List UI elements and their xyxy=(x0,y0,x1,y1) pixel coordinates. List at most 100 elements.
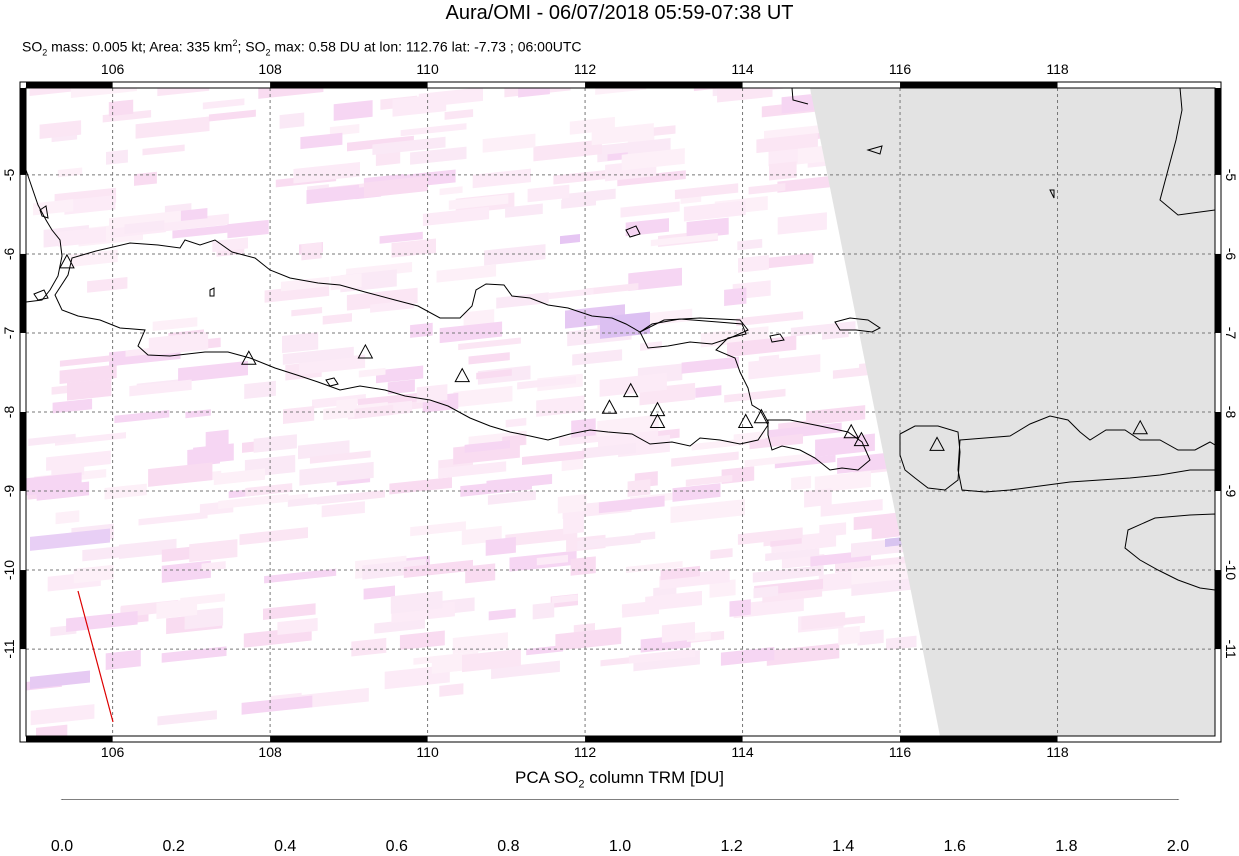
so2-pixel xyxy=(841,615,865,626)
so2-pixel xyxy=(818,0,845,14)
so2-pixel xyxy=(518,88,550,98)
so2-pixel xyxy=(399,630,445,650)
so2-pixel xyxy=(322,313,353,325)
so2-pixel xyxy=(439,186,463,196)
so2-pixel xyxy=(568,46,611,59)
colorbar-tick-label: 0.2 xyxy=(162,838,185,855)
so2-pixel xyxy=(263,603,316,621)
so2-pixel-high xyxy=(30,670,90,689)
map-border-bars xyxy=(19,81,1222,743)
lon-label-bottom: 108 xyxy=(258,744,282,760)
border-bar xyxy=(1215,253,1221,333)
so2-pixel xyxy=(30,704,95,726)
so2-pixel xyxy=(39,120,82,139)
so2-pixel xyxy=(766,643,840,666)
border-bar xyxy=(20,253,26,333)
sumba-coastline xyxy=(1124,513,1215,591)
border-bar xyxy=(1215,570,1221,650)
so2-pixel xyxy=(105,649,141,670)
so2-pixel xyxy=(73,564,114,584)
so2-pixel xyxy=(282,346,354,365)
so2-pixel xyxy=(106,149,128,165)
so2-pixel xyxy=(820,499,883,517)
border-bar xyxy=(1215,412,1221,492)
so2-pixel xyxy=(114,410,170,424)
so2-pixel xyxy=(280,276,330,292)
so2-pixel xyxy=(458,337,521,351)
lon-label-top: 116 xyxy=(889,61,912,77)
so2-pixel xyxy=(157,88,210,97)
islet-1 xyxy=(209,287,215,297)
so2-pixel xyxy=(370,300,414,313)
so2-pixel xyxy=(413,651,479,665)
so2-pixel xyxy=(487,490,536,505)
so2-pixel xyxy=(485,536,516,556)
so2-pixel xyxy=(321,501,365,518)
lat-label-right: -8 xyxy=(1223,406,1239,419)
so2-pixel xyxy=(157,710,217,726)
so2-pixel xyxy=(358,367,386,378)
so2-pixel xyxy=(108,99,134,117)
so2-pixel xyxy=(400,123,467,137)
so2-pixel xyxy=(64,194,116,215)
so2-pixel xyxy=(124,220,165,235)
so2-pixel xyxy=(821,10,888,29)
so2-pixel xyxy=(148,462,213,487)
so2-pixel xyxy=(161,560,211,583)
so2-pixel xyxy=(695,385,722,398)
lat-label-right: -6 xyxy=(1223,248,1239,261)
so2-pixel xyxy=(871,518,902,540)
lon-label-bottom: 112 xyxy=(574,744,597,760)
so2-pixel xyxy=(482,133,536,153)
so2-pixel xyxy=(860,53,881,66)
lat-label-right: -10 xyxy=(1223,560,1239,580)
so2-pixel xyxy=(536,395,585,417)
lat-label-right: -11 xyxy=(1223,639,1239,658)
so2-pixel xyxy=(570,556,596,576)
volcano-triangle-icon xyxy=(649,413,666,428)
lat-label-left: -6 xyxy=(1,248,17,261)
so2-pixel xyxy=(683,200,746,222)
so2-pixel xyxy=(138,511,208,526)
so2-pixel xyxy=(791,475,812,491)
so2-pixel xyxy=(410,521,466,537)
so2-pixel xyxy=(46,450,111,471)
so2-pixel xyxy=(453,385,513,408)
so2-pixel xyxy=(212,237,249,253)
so2-pixel xyxy=(245,483,293,497)
so2-pixel xyxy=(649,17,688,36)
so2-pixel xyxy=(806,405,866,426)
so2-pixel xyxy=(239,527,308,546)
so2-pixel xyxy=(410,146,467,165)
lat-label-left: -10 xyxy=(1,560,17,580)
so2-pixel xyxy=(363,585,396,600)
so2-pixel xyxy=(472,168,532,189)
so2-pixel xyxy=(438,60,491,77)
so2-pixel xyxy=(838,625,860,646)
border-bar xyxy=(26,736,113,742)
so2-pixel xyxy=(710,548,733,560)
so2-pixel xyxy=(152,317,198,332)
so2-pixel xyxy=(291,307,323,317)
so2-pixel xyxy=(563,516,584,535)
so2-pixel xyxy=(748,183,786,195)
border-bar xyxy=(585,82,743,88)
so2-pixel-high xyxy=(560,234,580,245)
lat-label-left: -7 xyxy=(1,327,17,340)
so2-pixel xyxy=(306,184,359,205)
colorbar-tick-label: 1.8 xyxy=(1055,838,1078,855)
so2-pixel xyxy=(505,203,543,218)
so2-pixel xyxy=(205,429,229,448)
so2-pixel xyxy=(527,184,570,203)
lat-label-left: -9 xyxy=(1,485,17,498)
so2-pixel xyxy=(709,579,736,598)
so2-pixel xyxy=(180,208,208,222)
so2-pixel xyxy=(505,527,578,547)
so2-pixel xyxy=(548,288,594,300)
so2-pixel xyxy=(253,434,297,453)
so2-pixel xyxy=(686,217,729,239)
so2-pixel xyxy=(621,148,685,171)
so2-pixel xyxy=(294,687,369,710)
so2-pixel xyxy=(517,376,577,390)
so2-pixel xyxy=(309,450,371,464)
